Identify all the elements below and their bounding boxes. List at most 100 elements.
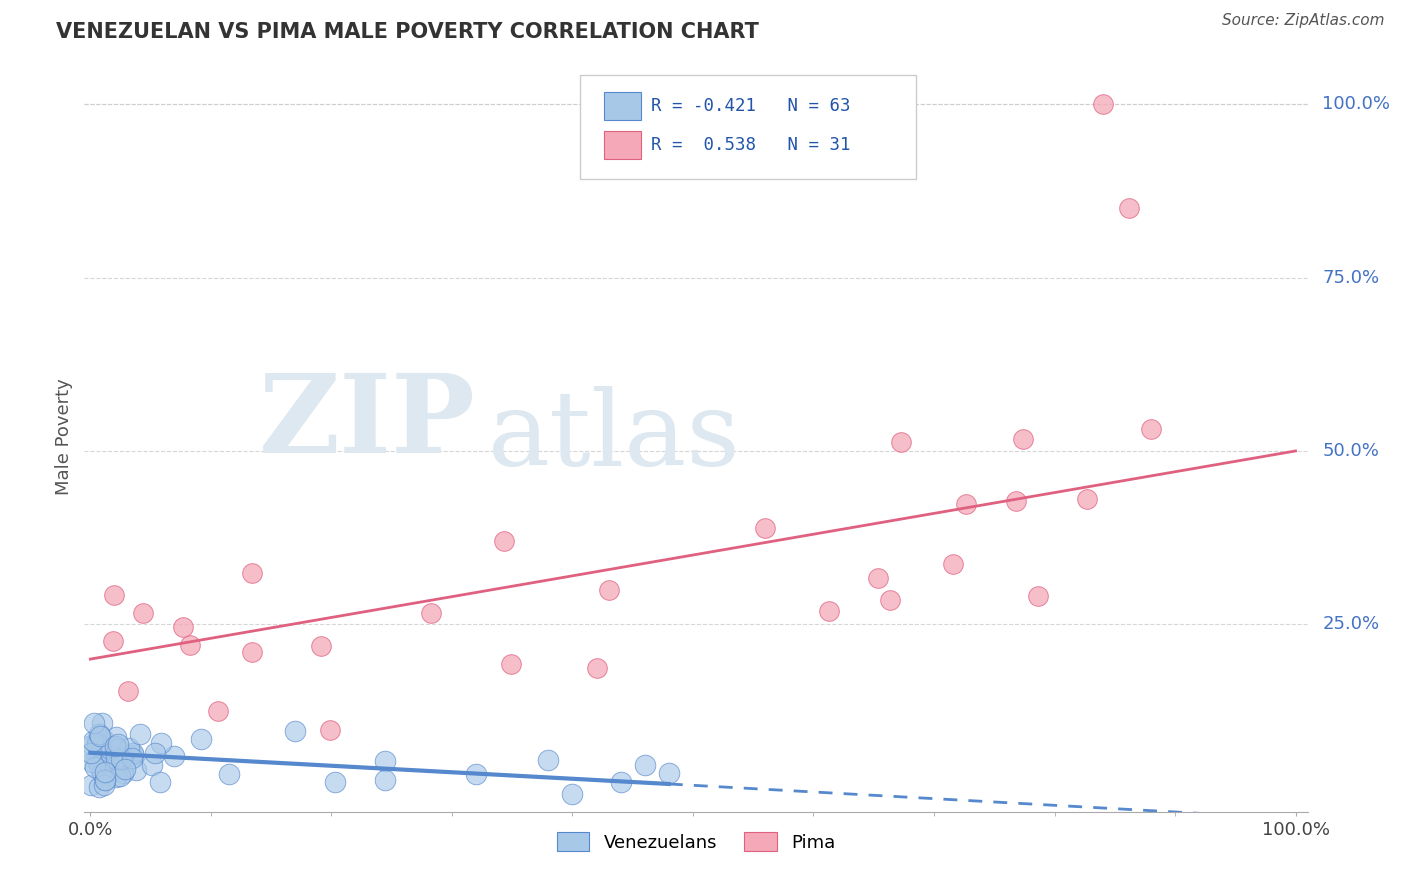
Point — [125, 763, 148, 777]
Point — [585, 661, 607, 675]
Bar — [605, 130, 641, 159]
Point — [112, 748, 135, 763]
Point — [1118, 201, 1140, 215]
Point — [103, 588, 125, 602]
Point — [537, 753, 560, 767]
Point — [121, 751, 143, 765]
Point — [103, 740, 125, 755]
Point — [89, 727, 111, 741]
Point — [609, 775, 631, 789]
Point — [319, 723, 342, 737]
Point — [108, 769, 131, 783]
Point — [121, 747, 143, 762]
Point — [492, 533, 515, 548]
Point — [82, 733, 104, 747]
Point — [1140, 422, 1163, 436]
Point — [121, 746, 143, 760]
Point — [105, 752, 128, 766]
Point — [150, 736, 173, 750]
Point — [172, 620, 194, 634]
Bar — [605, 92, 641, 120]
Point — [83, 760, 105, 774]
Point — [89, 758, 111, 772]
Point — [107, 737, 129, 751]
Text: 25.0%: 25.0% — [1322, 615, 1379, 633]
Point — [94, 773, 117, 788]
Point — [240, 645, 263, 659]
Point — [87, 780, 110, 794]
Point — [101, 633, 124, 648]
Point — [112, 766, 135, 780]
Point — [374, 773, 396, 788]
Point — [79, 746, 101, 760]
Point — [207, 704, 229, 718]
Point — [96, 754, 118, 768]
Point — [118, 741, 141, 756]
Point — [309, 639, 332, 653]
Point — [754, 521, 776, 535]
Text: Source: ZipAtlas.com: Source: ZipAtlas.com — [1222, 13, 1385, 29]
Point — [86, 735, 108, 749]
Text: 100.0%: 100.0% — [1322, 95, 1391, 113]
Point — [465, 767, 488, 781]
Point — [94, 765, 117, 780]
Point — [163, 748, 186, 763]
Point — [105, 757, 128, 772]
Legend: Venezuelans, Pima: Venezuelans, Pima — [550, 825, 842, 859]
Point — [83, 716, 105, 731]
Point — [561, 787, 583, 801]
Point — [1004, 494, 1026, 508]
Text: R = -0.421   N = 63: R = -0.421 N = 63 — [651, 97, 851, 115]
Point — [80, 778, 103, 792]
Point — [284, 724, 307, 739]
Point — [374, 754, 396, 768]
Point — [141, 758, 163, 772]
Point — [218, 767, 240, 781]
Point — [242, 566, 264, 580]
Point — [93, 778, 115, 792]
Point — [1026, 589, 1049, 603]
Point — [868, 571, 890, 585]
Point — [179, 638, 201, 652]
Point — [86, 753, 108, 767]
Text: ZIP: ZIP — [259, 368, 475, 475]
Point — [955, 497, 977, 511]
Point — [634, 757, 657, 772]
Text: 75.0%: 75.0% — [1322, 268, 1379, 286]
Point — [323, 774, 346, 789]
Point — [90, 738, 112, 752]
Point — [114, 762, 136, 776]
Point — [93, 756, 115, 770]
Point — [658, 766, 681, 780]
Text: atlas: atlas — [488, 386, 741, 488]
Point — [879, 593, 901, 607]
FancyBboxPatch shape — [579, 75, 917, 178]
Y-axis label: Male Poverty: Male Poverty — [55, 379, 73, 495]
Point — [132, 606, 155, 620]
Point — [80, 755, 103, 769]
Point — [420, 606, 443, 620]
Point — [143, 746, 166, 760]
Point — [598, 582, 620, 597]
Point — [942, 557, 965, 571]
Point — [110, 752, 132, 766]
Point — [82, 738, 104, 752]
Point — [90, 716, 112, 731]
Point — [117, 684, 139, 698]
Text: 50.0%: 50.0% — [1322, 442, 1379, 460]
Point — [1091, 97, 1114, 112]
Point — [104, 739, 127, 753]
Point — [190, 732, 212, 747]
Point — [84, 752, 107, 766]
Point — [104, 758, 127, 772]
Point — [149, 775, 172, 789]
Text: R =  0.538   N = 31: R = 0.538 N = 31 — [651, 136, 851, 153]
Point — [1076, 491, 1098, 506]
Text: VENEZUELAN VS PIMA MALE POVERTY CORRELATION CHART: VENEZUELAN VS PIMA MALE POVERTY CORRELAT… — [56, 22, 759, 42]
Point — [93, 732, 115, 747]
Point — [890, 434, 912, 449]
Point — [1011, 432, 1033, 446]
Point — [817, 604, 839, 618]
Point — [104, 770, 127, 784]
Point — [499, 657, 522, 671]
